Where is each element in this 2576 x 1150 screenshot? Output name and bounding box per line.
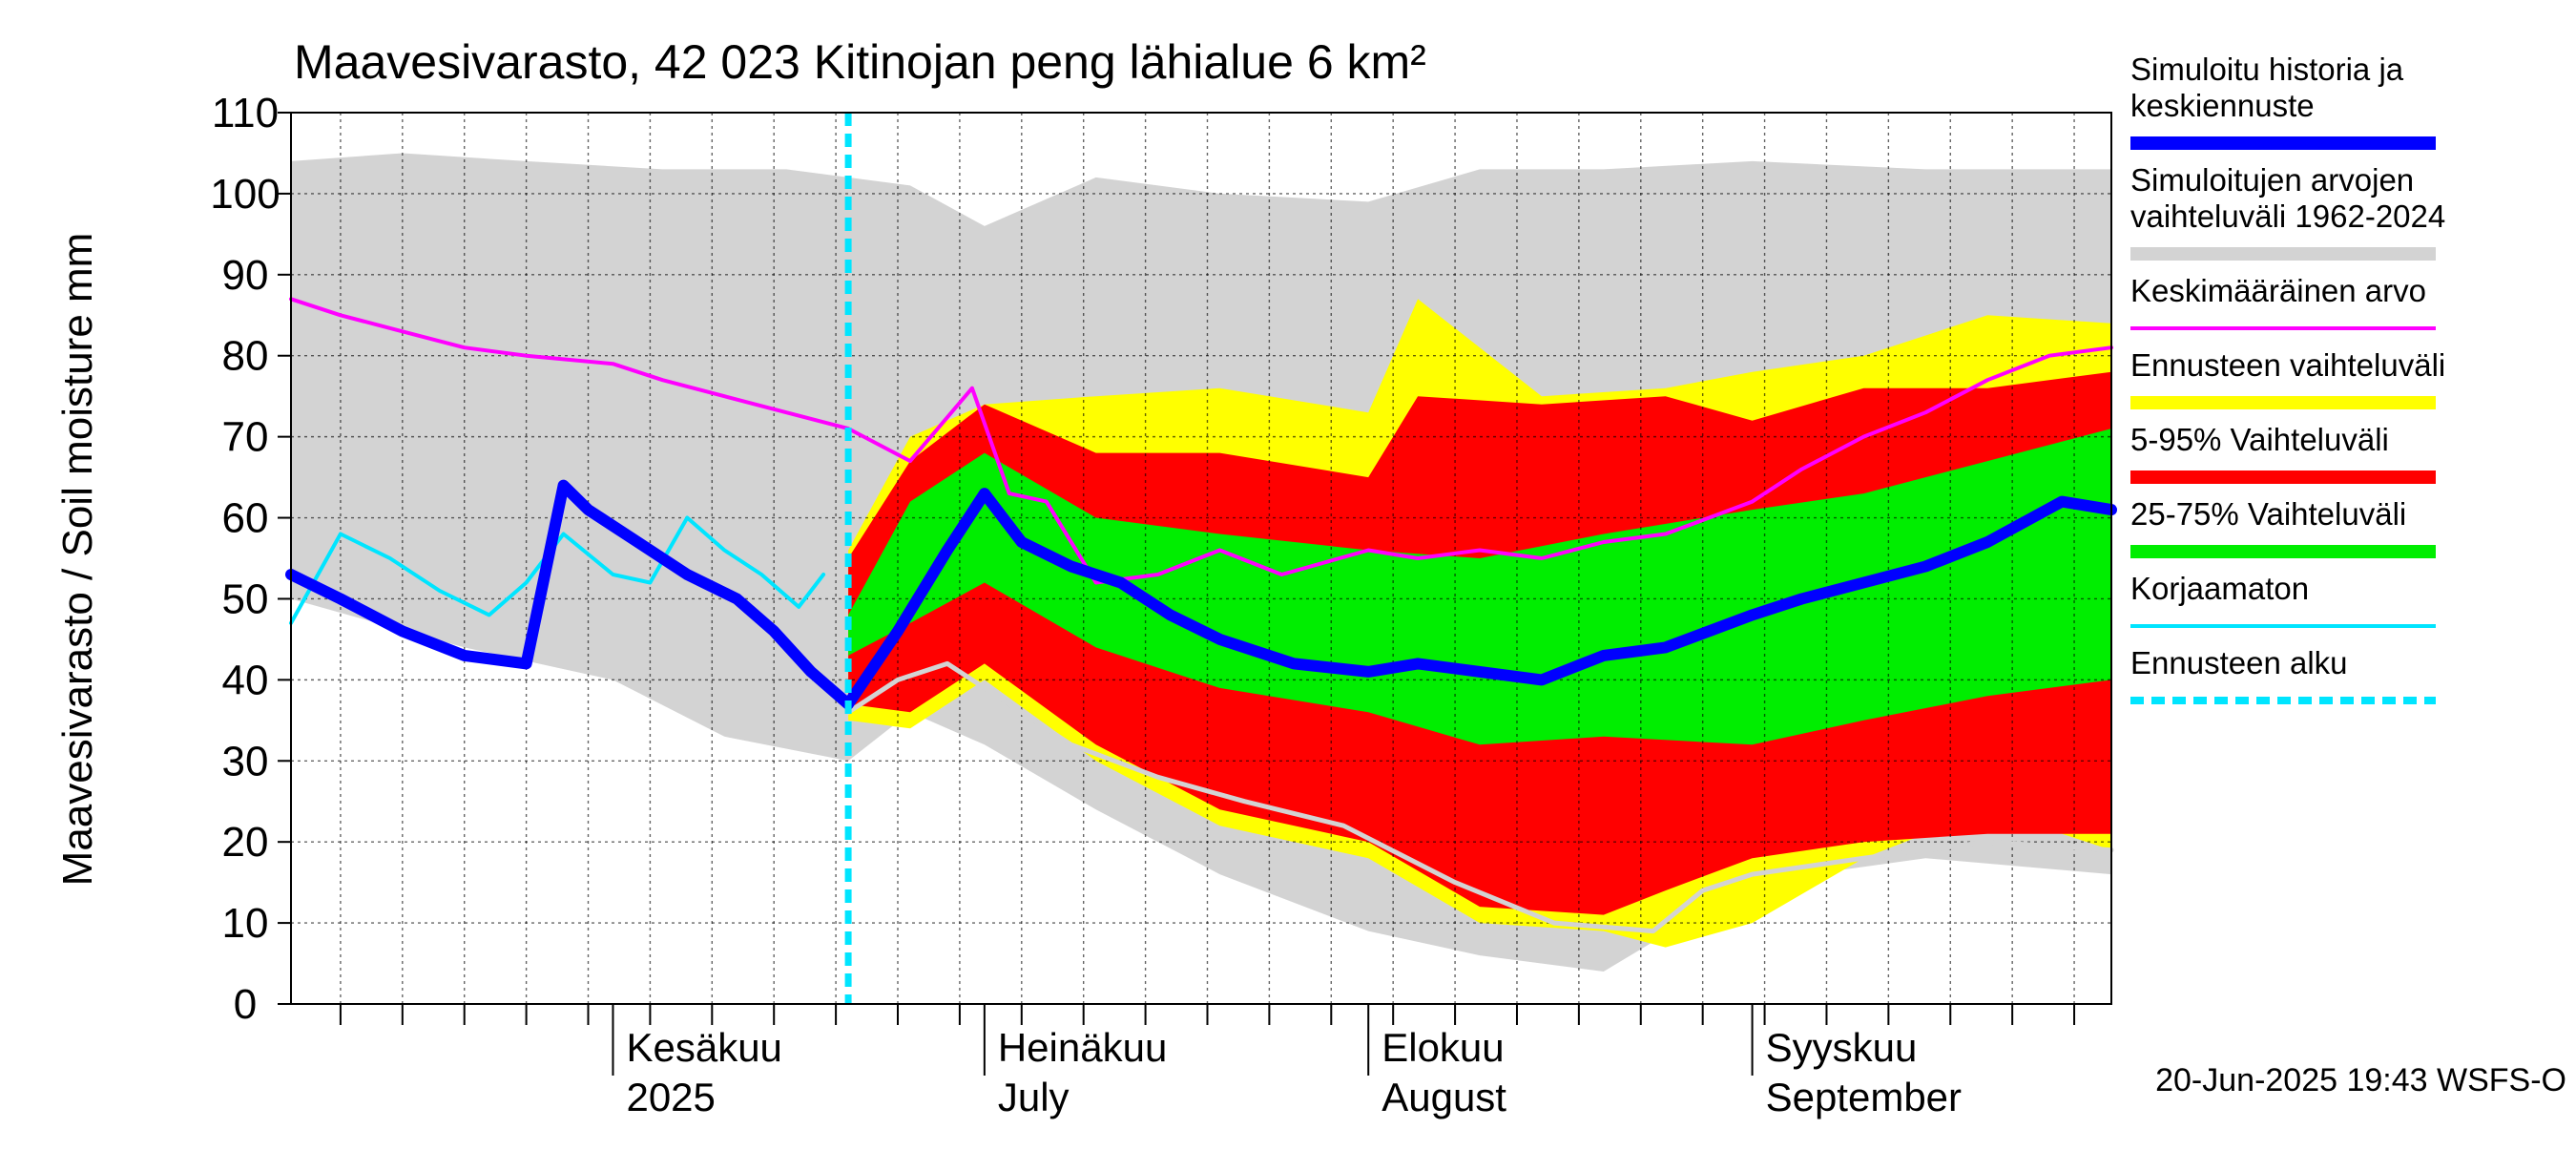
y-tick-label: 110 bbox=[212, 90, 279, 136]
month-label: Syyskuu bbox=[1766, 1025, 1918, 1070]
plot-frame bbox=[290, 112, 2112, 1005]
y-tick-label: 40 bbox=[222, 657, 269, 703]
month-sublabel: September bbox=[1766, 1075, 1962, 1119]
chart-title: Maavesivarasto, 42 023 Kitinojan peng lä… bbox=[294, 35, 1426, 89]
gray-simulation-line bbox=[845, 660, 2114, 934]
y-tick-label: 20 bbox=[222, 819, 269, 866]
y-tick-label: 60 bbox=[222, 495, 269, 542]
y-tick-label: 80 bbox=[222, 333, 269, 380]
y-tick-label: 10 bbox=[222, 900, 269, 947]
y-tick-label: 100 bbox=[210, 171, 280, 218]
y-tick-label: 30 bbox=[222, 738, 269, 784]
legend-label-forecast_range: Ennusteen vaihteluväli bbox=[2130, 347, 2445, 383]
month-label: Elokuu bbox=[1381, 1025, 1504, 1070]
y-tick-label: 50 bbox=[222, 575, 269, 622]
y-axis-label: Maavesivarasto / Soil moisture mm bbox=[54, 233, 101, 887]
legend-label-range_hist: vaihteluväli 1962-2024 bbox=[2130, 199, 2445, 234]
y-tick-label: 90 bbox=[222, 252, 269, 299]
legend-label-range_hist: Simuloitujen arvojen bbox=[2130, 162, 2414, 198]
month-label: Kesäkuu bbox=[626, 1025, 781, 1070]
month-sublabel: August bbox=[1381, 1075, 1506, 1119]
legend-label-uncorrected: Korjaamaton bbox=[2130, 571, 2309, 606]
legend-label-p25_75: 25-75% Vaihteluväli bbox=[2130, 496, 2406, 532]
uncorrected-line bbox=[289, 515, 826, 625]
percentile-25-75-band bbox=[848, 429, 2111, 745]
y-tick-label: 0 bbox=[234, 981, 257, 1028]
month-sublabel: 2025 bbox=[626, 1075, 715, 1119]
legend-label-p5_95: 5-95% Vaihteluväli bbox=[2130, 422, 2389, 457]
legend-label-forecast_start: Ennusteen alku bbox=[2130, 645, 2348, 680]
history-forecast-line bbox=[285, 479, 2117, 710]
mean-line bbox=[289, 297, 2113, 585]
month-label: Heinäkuu bbox=[998, 1025, 1167, 1070]
y-tick-label: 70 bbox=[222, 414, 269, 461]
legend-label-mean: Keskimääräinen arvo bbox=[2130, 273, 2426, 308]
timestamp-footer: 20-Jun-2025 19:43 WSFS-O bbox=[2155, 1062, 2566, 1098]
month-sublabel: July bbox=[998, 1075, 1070, 1119]
legend-label-history: Simuloitu historia ja bbox=[2130, 52, 2404, 87]
legend-label-history: keskiennuste bbox=[2130, 88, 2315, 123]
